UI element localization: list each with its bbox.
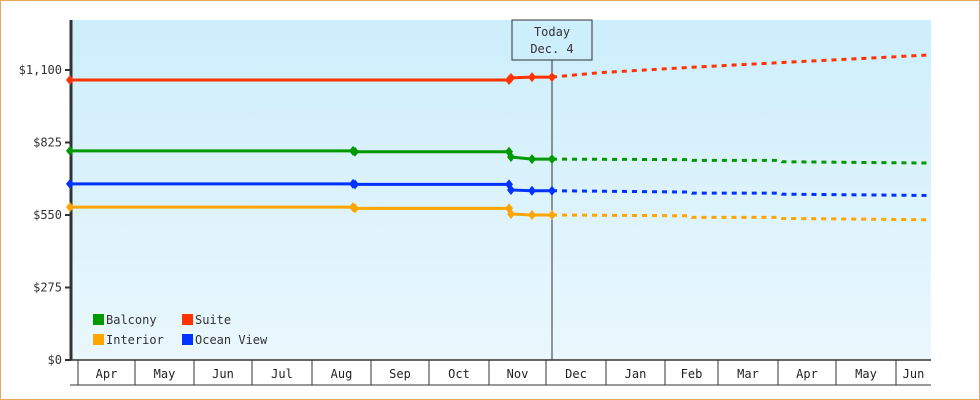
- data-point[interactable]: [66, 145, 74, 156]
- data-point[interactable]: [548, 154, 556, 165]
- y-tick-label: $550: [33, 208, 62, 222]
- legend-item-suite[interactable]: Suite: [182, 313, 231, 327]
- today-marker: Today Dec. 4: [511, 19, 593, 360]
- legend-label: Ocean View: [195, 333, 268, 347]
- y-tick-label: $825: [33, 136, 62, 150]
- series-interior: [66, 202, 931, 222]
- x-tick-label: Apr: [96, 367, 118, 381]
- data-point[interactable]: [349, 145, 357, 156]
- legend-swatch: [93, 314, 104, 325]
- x-tick-label: Jun: [903, 367, 925, 381]
- series-lines: [66, 53, 931, 222]
- legend: Balcony Suite Interior Ocean View: [93, 313, 268, 347]
- y-axis: $0 $275 $550 $825 $1,100: [19, 20, 73, 367]
- x-tick-label: Jul: [271, 367, 293, 381]
- x-tick-label: Aug: [331, 367, 353, 381]
- x-axis: Apr May Jun Jul Aug Sep Oct Nov Dec Jan Feb Mar Apr M…: [70, 359, 931, 386]
- data-point[interactable]: [505, 179, 513, 190]
- y-tick-label: $0: [48, 353, 62, 367]
- y-tick-label: $275: [33, 281, 62, 295]
- data-point[interactable]: [548, 72, 556, 83]
- today-date: Dec. 4: [530, 42, 573, 56]
- x-tick-label: Sep: [389, 367, 411, 381]
- legend-label: Interior: [106, 333, 164, 347]
- data-point[interactable]: [528, 72, 536, 83]
- x-tick-label: Feb: [681, 367, 703, 381]
- legend-swatch: [182, 314, 193, 325]
- legend-label: Suite: [195, 313, 231, 327]
- x-tick-label: Nov: [507, 367, 529, 381]
- legend-item-ocean-view[interactable]: Ocean View: [182, 333, 268, 347]
- data-point[interactable]: [548, 185, 556, 196]
- x-tick-label: May: [154, 367, 176, 381]
- data-point[interactable]: [548, 210, 556, 220]
- x-tick-label: Jan: [625, 367, 647, 381]
- series-suite: [66, 53, 931, 86]
- legend-item-balcony[interactable]: Balcony: [93, 313, 157, 327]
- data-point[interactable]: [528, 185, 536, 196]
- data-point[interactable]: [66, 202, 74, 213]
- x-tick-label: Mar: [737, 367, 759, 381]
- data-point[interactable]: [66, 178, 74, 189]
- data-point[interactable]: [349, 202, 357, 213]
- legend-swatch: [93, 334, 104, 345]
- data-point[interactable]: [505, 75, 513, 86]
- data-point[interactable]: [505, 146, 513, 157]
- data-point[interactable]: [349, 178, 357, 189]
- legend-item-interior[interactable]: Interior: [93, 333, 164, 347]
- data-point[interactable]: [66, 75, 74, 86]
- data-point[interactable]: [505, 203, 513, 214]
- plot-area: [71, 20, 931, 360]
- data-point[interactable]: [528, 210, 536, 220]
- x-tick-label: Dec: [565, 367, 587, 381]
- series-ocean-view: [66, 178, 931, 197]
- x-tick-label: Apr: [796, 367, 818, 381]
- data-point[interactable]: [528, 154, 536, 165]
- legend-label: Balcony: [106, 313, 157, 327]
- x-tick-label: Jun: [212, 367, 234, 381]
- series-balcony: [66, 145, 931, 165]
- x-tick-label: May: [855, 367, 877, 381]
- y-tick-label: $1,100: [19, 63, 62, 77]
- today-label: Today: [534, 25, 570, 39]
- legend-swatch: [182, 334, 193, 345]
- x-tick-label: Oct: [448, 367, 470, 381]
